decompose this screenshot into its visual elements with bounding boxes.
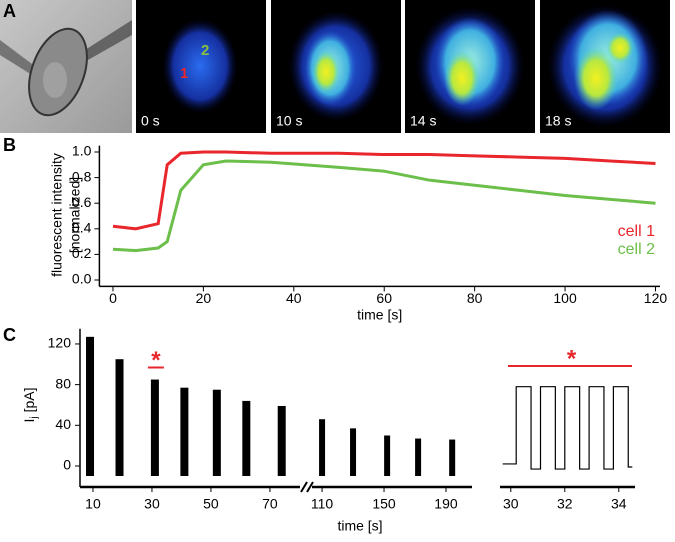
current-burst: [415, 438, 422, 476]
current-burst: [180, 387, 189, 476]
x-tick-label: 0: [109, 290, 117, 306]
panel-label: B: [3, 135, 16, 155]
fluorescence-frame: [271, 0, 401, 133]
fluorescence-frame: [136, 0, 266, 133]
x-tick-label: 34: [611, 496, 627, 512]
fluorescence-frame: [405, 0, 535, 133]
x-tick-label: 190: [434, 496, 458, 512]
frame-time: 10 s: [276, 113, 302, 129]
legend-entry: cell 2: [618, 241, 655, 258]
current-burst: [150, 379, 159, 476]
y-tick-label: 1.0: [72, 143, 92, 159]
x-tick-label: 80: [467, 290, 483, 306]
current-burst: [319, 419, 326, 476]
frame-time: 0 s: [141, 113, 160, 129]
legend-entry: cell 1: [618, 223, 655, 240]
x-tick-label: 30: [144, 496, 160, 512]
current-burst: [350, 428, 357, 476]
y-tick-label: 0.4: [72, 220, 92, 236]
y-tick-label: 0: [63, 457, 71, 473]
annotation: *: [567, 345, 577, 372]
x-axis-label: time [s]: [337, 518, 382, 534]
y-tick-label: 0.0: [72, 271, 92, 287]
x-tick-label: 10: [85, 496, 101, 512]
current-burst: [115, 359, 124, 476]
current-burst: [449, 439, 456, 476]
x-tick-label: 70: [262, 496, 278, 512]
y-axis-label-part: [pA]: [21, 387, 37, 412]
y-tick-label: 0.2: [72, 245, 92, 261]
data-line: [112, 150, 656, 231]
x-tick-label: 30: [503, 496, 519, 512]
x-axis-label: time [s]: [357, 307, 402, 323]
brightfield-image: [0, 0, 132, 133]
annotation: *: [151, 347, 161, 374]
current-burst: [384, 435, 391, 476]
y-tick-label: 40: [55, 416, 71, 432]
current-burst: [242, 400, 251, 476]
x-tick-label: 120: [644, 290, 668, 306]
panel-label: A: [3, 1, 16, 21]
y-tick-label: 120: [48, 335, 72, 351]
x-tick-label: 50: [203, 496, 219, 512]
frame-time: 18 s: [545, 113, 571, 129]
y-axis-label: [normalized]: [67, 177, 83, 253]
y-axis-label: fluorescent intensity: [49, 153, 65, 277]
current-burst: [277, 405, 286, 476]
panel-label: C: [3, 325, 16, 345]
fluorescence-frame: [540, 0, 670, 133]
axis-break: [300, 481, 308, 493]
x-tick-label: 150: [372, 496, 396, 512]
axis-break: [306, 481, 314, 493]
current-burst: [86, 336, 95, 476]
y-axis-label-sub: j: [29, 416, 40, 419]
y-axis-label-part: I: [21, 419, 37, 423]
x-tick-label: 20: [196, 290, 212, 306]
x-tick-label: 32: [557, 496, 573, 512]
x-tick-label: 100: [553, 290, 577, 306]
y-tick-label: 0.6: [72, 194, 92, 210]
current-trace: [502, 386, 633, 470]
current-burst: [212, 389, 221, 476]
frame-time: 14 s: [410, 113, 436, 129]
x-tick-label: 110: [311, 496, 334, 512]
cell-label: 2: [201, 42, 209, 59]
y-axis-label: Ij [pA]: [21, 387, 40, 422]
cell-label: 1: [180, 65, 188, 82]
x-tick-label: 60: [376, 290, 392, 306]
y-tick-label: 80: [55, 375, 71, 391]
data-line: [112, 159, 656, 253]
y-tick-label: 0.8: [72, 168, 92, 184]
x-tick-label: 40: [286, 290, 302, 306]
